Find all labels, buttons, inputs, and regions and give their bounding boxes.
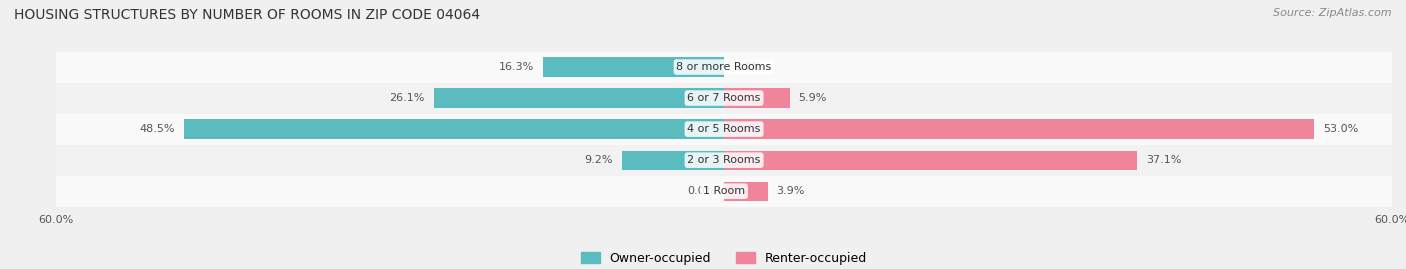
Text: 26.1%: 26.1% bbox=[389, 93, 425, 103]
Bar bbox=[724, 89, 790, 108]
Bar bbox=[543, 57, 724, 77]
Bar bbox=[724, 182, 768, 201]
Text: 0.0%: 0.0% bbox=[688, 186, 716, 196]
Text: 1 Room: 1 Room bbox=[703, 186, 745, 196]
Text: 16.3%: 16.3% bbox=[499, 62, 534, 72]
Bar bbox=[56, 114, 1392, 145]
Text: 0.0%: 0.0% bbox=[733, 62, 761, 72]
Text: 8 or more Rooms: 8 or more Rooms bbox=[676, 62, 772, 72]
Text: 4 or 5 Rooms: 4 or 5 Rooms bbox=[688, 124, 761, 134]
Bar bbox=[56, 83, 1392, 114]
Text: 3.9%: 3.9% bbox=[776, 186, 804, 196]
Text: 53.0%: 53.0% bbox=[1323, 124, 1358, 134]
Bar bbox=[724, 119, 1315, 139]
Bar bbox=[724, 151, 1137, 170]
Text: HOUSING STRUCTURES BY NUMBER OF ROOMS IN ZIP CODE 04064: HOUSING STRUCTURES BY NUMBER OF ROOMS IN… bbox=[14, 8, 481, 22]
Legend: Owner-occupied, Renter-occupied: Owner-occupied, Renter-occupied bbox=[581, 252, 868, 265]
Bar bbox=[184, 119, 724, 139]
Bar bbox=[621, 151, 724, 170]
Bar bbox=[433, 89, 724, 108]
Bar bbox=[56, 176, 1392, 207]
Text: 5.9%: 5.9% bbox=[799, 93, 827, 103]
Bar bbox=[56, 52, 1392, 83]
Text: 48.5%: 48.5% bbox=[139, 124, 176, 134]
Text: 6 or 7 Rooms: 6 or 7 Rooms bbox=[688, 93, 761, 103]
Text: 9.2%: 9.2% bbox=[585, 155, 613, 165]
Text: Source: ZipAtlas.com: Source: ZipAtlas.com bbox=[1274, 8, 1392, 18]
Bar bbox=[56, 145, 1392, 176]
Text: 37.1%: 37.1% bbox=[1146, 155, 1181, 165]
Text: 2 or 3 Rooms: 2 or 3 Rooms bbox=[688, 155, 761, 165]
